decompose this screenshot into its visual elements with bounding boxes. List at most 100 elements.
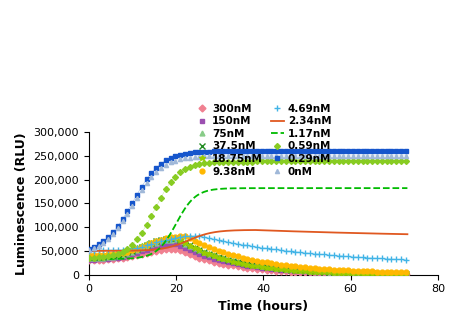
37.5nM xyxy=(86,255,91,259)
Line: 4.69nM: 4.69nM xyxy=(86,233,408,262)
0.29nM xyxy=(402,149,408,153)
0.59nM xyxy=(325,159,331,163)
Y-axis label: Luminescence (RLU): Luminescence (RLU) xyxy=(15,132,28,275)
300nM xyxy=(172,247,178,251)
37.5nM xyxy=(124,250,130,254)
150nM xyxy=(86,258,91,262)
0nM xyxy=(215,154,221,158)
75nM xyxy=(134,248,140,252)
300nM xyxy=(220,262,226,266)
18.75nM xyxy=(86,254,91,258)
18.75nM xyxy=(134,246,140,250)
18.75nM xyxy=(124,250,130,254)
0nM xyxy=(383,154,388,158)
9.38nM xyxy=(330,268,336,272)
75nM xyxy=(402,272,408,276)
2.34nM xyxy=(105,249,111,253)
37.5nM xyxy=(172,236,178,240)
9.38nM xyxy=(220,250,226,254)
4.69nM xyxy=(383,257,388,261)
0.29nM xyxy=(383,149,388,153)
0.59nM xyxy=(215,160,221,164)
37.5nM xyxy=(235,260,240,264)
0.59nM xyxy=(86,256,91,260)
2.34nM xyxy=(86,249,91,253)
Line: 2.34nM: 2.34nM xyxy=(89,230,407,251)
300nM xyxy=(134,253,140,257)
4.69nM xyxy=(220,239,226,243)
18.75nM xyxy=(330,271,336,275)
Legend: 300nM, 150nM, 75nM, 37.5nM, 18.75nM, 9.38nM, 4.69nM, 2.34nM, 1.17nM, 0.59nM, 0.2: 300nM, 150nM, 75nM, 37.5nM, 18.75nM, 9.3… xyxy=(193,101,333,179)
0.59nM xyxy=(134,237,140,241)
0nM xyxy=(402,154,408,158)
300nM xyxy=(235,264,240,268)
9.38nM xyxy=(134,247,140,251)
Line: 75nM: 75nM xyxy=(86,237,407,276)
4.69nM xyxy=(124,247,130,251)
37.5nM xyxy=(134,247,140,251)
4.69nM xyxy=(235,242,240,246)
1.17nM xyxy=(388,186,393,190)
1.17nM xyxy=(171,226,176,230)
1.17nM xyxy=(145,253,151,257)
Line: 150nM: 150nM xyxy=(86,241,407,277)
4.69nM xyxy=(330,253,336,257)
37.5nM xyxy=(330,270,336,274)
Line: 18.75nM: 18.75nM xyxy=(86,235,408,277)
150nM xyxy=(383,272,388,276)
75nM xyxy=(172,237,178,241)
0.29nM xyxy=(215,149,221,153)
0nM xyxy=(325,154,331,158)
150nM xyxy=(124,254,130,258)
Line: 0.59nM: 0.59nM xyxy=(87,159,407,260)
9.38nM xyxy=(182,234,187,238)
0nM xyxy=(158,166,163,170)
75nM xyxy=(235,259,240,263)
2.34nM xyxy=(404,232,409,236)
9.38nM xyxy=(124,250,130,254)
300nM xyxy=(330,271,336,275)
37.5nM xyxy=(220,256,226,260)
300nM xyxy=(402,272,408,276)
75nM xyxy=(124,252,130,256)
1.17nM xyxy=(404,186,409,190)
0.59nM xyxy=(383,159,388,163)
300nM xyxy=(124,255,130,259)
4.69nM xyxy=(191,234,197,238)
2.34nM xyxy=(171,244,176,248)
Line: 9.38nM: 9.38nM xyxy=(86,233,407,275)
0nM xyxy=(86,248,91,252)
150nM xyxy=(172,242,178,246)
18.75nM xyxy=(383,272,388,276)
0.29nM xyxy=(325,149,331,153)
75nM xyxy=(330,270,336,274)
Line: 1.17nM: 1.17nM xyxy=(89,188,407,259)
2.34nM xyxy=(389,232,395,236)
37.5nM xyxy=(383,272,388,276)
18.75nM xyxy=(172,236,178,240)
150nM xyxy=(330,271,336,275)
4.69nM xyxy=(402,258,408,262)
75nM xyxy=(220,256,226,260)
2.34nM xyxy=(145,248,151,252)
9.38nM xyxy=(383,270,388,274)
0.29nM xyxy=(86,247,91,251)
Line: 300nM: 300nM xyxy=(86,246,407,277)
18.75nM xyxy=(402,272,408,276)
9.38nM xyxy=(402,270,408,274)
0.59nM xyxy=(158,195,163,199)
0.29nM xyxy=(230,149,235,153)
300nM xyxy=(383,272,388,276)
2.34nM xyxy=(99,249,104,253)
18.75nM xyxy=(235,261,240,265)
0.29nM xyxy=(158,162,163,166)
150nM xyxy=(235,262,240,266)
4.69nM xyxy=(86,249,91,253)
0nM xyxy=(230,154,235,158)
1.17nM xyxy=(86,257,91,261)
150nM xyxy=(402,272,408,276)
0.59nM xyxy=(402,159,408,163)
300nM xyxy=(86,258,91,262)
4.69nM xyxy=(134,246,140,250)
0.29nM xyxy=(134,193,140,196)
